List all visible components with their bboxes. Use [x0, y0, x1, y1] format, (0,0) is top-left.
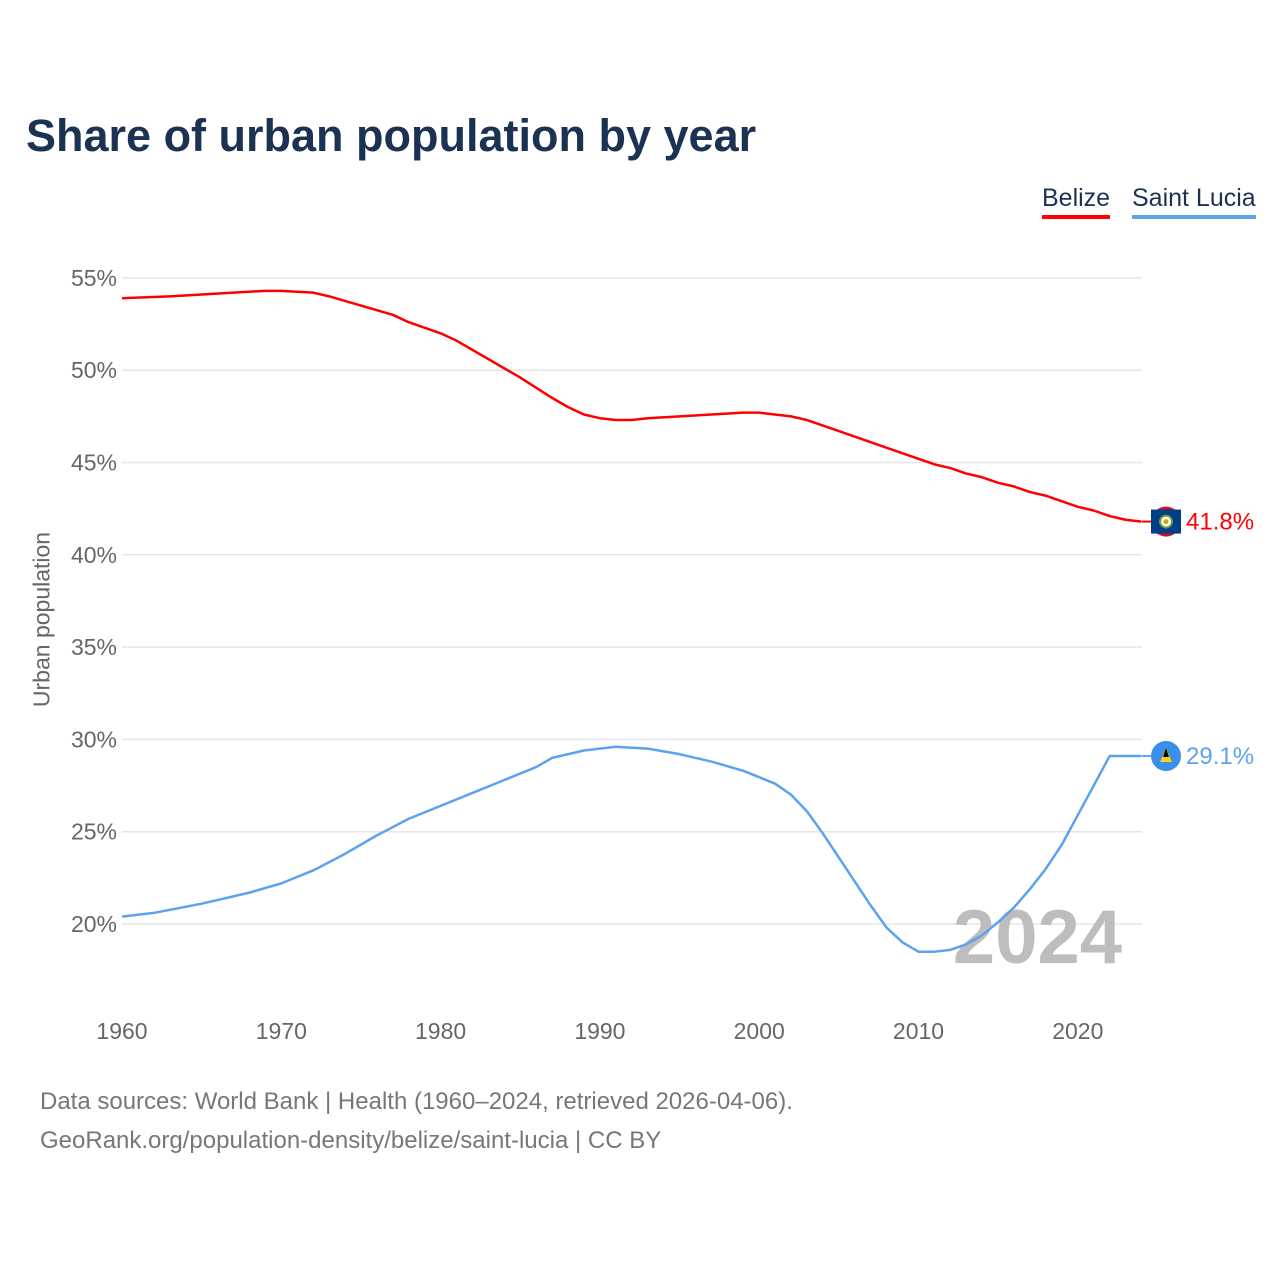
x-tick-label: 1990 [574, 1018, 625, 1044]
chart-title: Share of urban population by year [26, 110, 757, 161]
y-tick-label: 20% [71, 911, 117, 937]
year-watermark: 2024 [953, 895, 1122, 980]
y-tick-label: 50% [71, 357, 117, 383]
y-tick-label: 45% [71, 450, 117, 476]
x-tick-label: 2000 [734, 1018, 785, 1044]
legend-saint-lucia[interactable]: Saint Lucia [1132, 184, 1256, 219]
flag-triangle-inner [1163, 748, 1169, 758]
flag-emblem-center [1163, 519, 1169, 525]
saint-lucia-flag-icon [1151, 741, 1181, 772]
end-value-label: 41.8% [1186, 509, 1254, 536]
footer-link[interactable]: GeoRank.org/population-density/belize/sa… [40, 1127, 662, 1154]
legend-belize[interactable]: Belize [1042, 184, 1111, 219]
y-tick-label: 55% [71, 265, 117, 291]
y-tick-label: 40% [71, 542, 117, 568]
y-tick-label: 35% [71, 634, 117, 660]
y-tick-label: 30% [71, 726, 117, 752]
x-tick-label: 1970 [256, 1018, 307, 1044]
belize-flag-icon [1151, 506, 1181, 537]
x-tick-label: 1980 [415, 1018, 466, 1044]
y-tick-label: 25% [71, 819, 117, 845]
x-tick-label: 2020 [1052, 1018, 1103, 1044]
end-value-label: 29.1% [1186, 743, 1254, 770]
series-line-belize [121, 289, 1142, 523]
series-line-saint-lucia [121, 745, 1142, 953]
x-tick-label: 2010 [893, 1018, 944, 1044]
footer-sources: Data sources: World Bank | Health (1960–… [40, 1088, 793, 1115]
x-tick-label: 1960 [96, 1018, 147, 1044]
